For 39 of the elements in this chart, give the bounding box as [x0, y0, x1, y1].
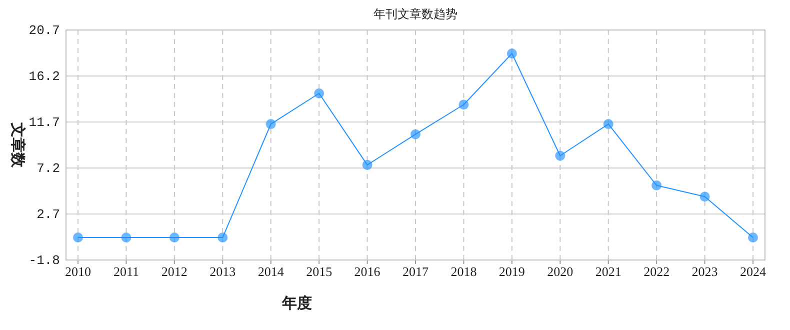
y-axis-title: 文章数	[9, 122, 27, 168]
x-tick-label: 2019	[498, 264, 525, 279]
x-tick-label: 2023	[692, 264, 718, 279]
point	[748, 232, 758, 243]
x-tick-label: 2024	[740, 264, 766, 279]
x-tick-label: 2014	[258, 264, 284, 279]
point	[314, 88, 324, 98]
x-tick-label: 2016	[354, 264, 381, 279]
x-tick-label: 2018	[450, 264, 477, 279]
x-tick-label: 2010	[65, 264, 91, 279]
y-tick-label: -1.8	[28, 253, 60, 268]
x-tick-label: 2022	[644, 264, 670, 279]
point	[169, 232, 180, 243]
point	[700, 192, 710, 202]
point	[555, 150, 566, 161]
x-tick-label: 2021	[595, 264, 622, 279]
point	[362, 160, 372, 170]
y-tick-label: 2.7	[36, 207, 60, 222]
x-tick-label: 2017	[402, 264, 429, 279]
y-tick-label: 20.7	[28, 23, 60, 38]
point	[652, 180, 662, 190]
point	[506, 48, 517, 59]
point	[410, 129, 420, 140]
point	[266, 119, 276, 130]
point	[603, 119, 614, 130]
x-tick-label: 2011	[113, 264, 139, 279]
chart-title: 年刊文章数趋势	[374, 7, 458, 21]
point	[218, 232, 228, 243]
x-tick-label: 2020	[547, 264, 574, 279]
x-tick-label: 2013	[210, 264, 236, 279]
point	[458, 100, 469, 110]
y-tick-label: 11.7	[28, 115, 60, 130]
y-tick-label: 16.2	[28, 69, 60, 84]
point	[121, 232, 132, 243]
point	[73, 232, 83, 243]
x-tick-label: 2015	[306, 264, 332, 279]
y-tick-label: 7.2	[36, 161, 60, 176]
x-axis-title: 年度	[281, 294, 312, 312]
x-tick-label: 2012	[161, 264, 188, 279]
